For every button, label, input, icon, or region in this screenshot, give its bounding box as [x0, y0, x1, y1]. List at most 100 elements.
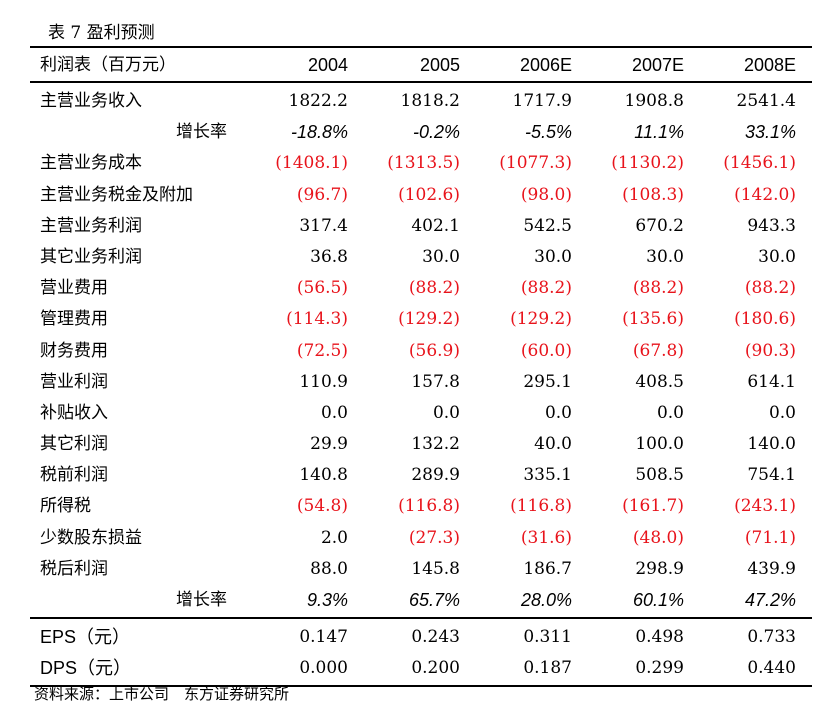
- row-label: EPS（元）: [40, 627, 131, 648]
- value-cell: (88.2): [744, 278, 796, 299]
- table-row: 财务费用 (72.5) (56.9) (60.0) (67.8) (90.3): [30, 336, 812, 367]
- value-cell: 754.1: [747, 465, 796, 486]
- row-label: 财务费用: [40, 340, 108, 361]
- row-label: 主营业务收入: [40, 91, 142, 111]
- value-cell: 298.9: [635, 558, 684, 579]
- value-cell: 0.0: [320, 402, 348, 423]
- value-cell: (129.2): [398, 309, 460, 330]
- table-row: 补贴收入 0.0 0.0 0.0 0.0 0.0: [30, 398, 812, 429]
- value-cell: (48.0): [632, 527, 684, 548]
- table-row: 主营业务利润 317.4 402.1 542.5 670.2 943.3: [30, 211, 812, 242]
- value-cell: 0.147: [299, 627, 348, 648]
- value-cell: 439.9: [747, 558, 796, 579]
- row-label: 其它业务利润: [40, 246, 142, 267]
- value-cell: (96.7): [296, 184, 348, 205]
- row-label: 其它利润: [40, 434, 108, 455]
- row-label: 增长率: [176, 122, 227, 143]
- value-cell: 542.5: [523, 215, 572, 236]
- value-cell: 100.0: [635, 434, 684, 455]
- header-rule: [30, 81, 812, 86]
- value-cell: 0.311: [523, 627, 572, 648]
- value-cell: 132.2: [411, 434, 460, 455]
- table-row: 税后利润 88.0 145.8 186.7 298.9 439.9: [30, 554, 812, 585]
- value-cell: (114.3): [286, 309, 348, 330]
- value-cell: 2.0: [320, 527, 348, 548]
- row-label: 主营业务利润: [40, 215, 142, 236]
- value-cell: 0.0: [544, 402, 572, 423]
- value-cell: -0.2%: [412, 122, 460, 143]
- value-cell: (161.7): [622, 496, 684, 517]
- table-row: 税前利润 140.8 289.9 335.1 508.5 754.1: [30, 460, 812, 491]
- value-cell: 0.0: [432, 402, 460, 423]
- value-cell: 145.8: [411, 558, 460, 579]
- value-cell: 30.0: [646, 246, 684, 267]
- value-cell: 40.0: [534, 434, 572, 455]
- value-cell: (116.8): [398, 496, 460, 517]
- table-row: 主营业务收入 1822.2 1818.2 1717.9 1908.8 2541.4: [30, 86, 812, 117]
- value-cell: 335.1: [523, 465, 572, 486]
- table-body: 主营业务收入 1822.2 1818.2 1717.9 1908.8 2541.4 增长率 -…: [30, 86, 812, 616]
- value-cell: 88.0: [310, 558, 348, 579]
- header-label: 利润表（百万元）: [40, 55, 176, 75]
- value-cell: -18.8%: [290, 122, 348, 143]
- value-cell: 0.0: [656, 402, 684, 423]
- table-row: 其它业务利润 36.8 30.0 30.0 30.0 30.0: [30, 242, 812, 273]
- row-label: 税后利润: [40, 558, 108, 579]
- value-cell: 140.8: [299, 465, 348, 486]
- row-label: 所得税: [40, 496, 91, 517]
- value-cell: 2541.4: [736, 91, 796, 111]
- value-cell: (102.6): [398, 184, 460, 205]
- row-label: 主营业务成本: [40, 153, 142, 174]
- value-cell: (71.1): [744, 527, 796, 548]
- value-cell: 157.8: [411, 371, 460, 392]
- value-cell: (72.5): [296, 340, 348, 361]
- year-header: 2006E: [519, 55, 572, 75]
- table-row: EPS（元） 0.147 0.243 0.311 0.498 0.733: [30, 622, 812, 653]
- value-cell: 28.0%: [520, 590, 572, 610]
- value-cell: 65.7%: [408, 590, 460, 610]
- value-cell: (60.0): [520, 340, 572, 361]
- row-label: 少数股东损益: [40, 527, 142, 548]
- value-cell: (27.3): [408, 527, 460, 548]
- value-cell: 186.7: [523, 558, 572, 579]
- value-cell: 614.1: [747, 371, 796, 392]
- row-label: 增长率: [176, 590, 227, 610]
- table-row: 管理费用 (114.3) (129.2) (129.2) (135.6) (180.6): [30, 304, 812, 335]
- value-cell: 0.733: [747, 627, 796, 648]
- bottom-rule: [30, 684, 812, 687]
- value-cell: 9.3%: [306, 590, 348, 610]
- value-cell: (56.9): [408, 340, 460, 361]
- value-cell: (116.8): [510, 496, 572, 517]
- value-cell: (243.1): [734, 496, 796, 517]
- source-note: 资料来源：上市公司 东方证券研究所: [34, 685, 290, 703]
- value-cell: 0.000: [299, 658, 348, 679]
- value-cell: 289.9: [411, 465, 460, 486]
- value-cell: 402.1: [411, 215, 460, 236]
- eps-rule: [30, 617, 812, 622]
- table-row: 营业利润 110.9 157.8 295.1 408.5 614.1: [30, 367, 812, 398]
- value-cell: (1077.3): [499, 153, 572, 174]
- per-share-section: EPS（元） 0.147 0.243 0.311 0.498 0.733 DPS（元） 0.0…: [30, 622, 812, 684]
- value-cell: (90.3): [744, 340, 796, 361]
- value-cell: -5.5%: [524, 122, 572, 143]
- value-cell: 30.0: [422, 246, 460, 267]
- row-label: 管理费用: [40, 309, 108, 330]
- row-label: 营业利润: [40, 371, 108, 392]
- row-label: 补贴收入: [40, 402, 108, 423]
- growth-row: 增长率 -18.8% -0.2% -5.5% 11.1% 33.1%: [30, 117, 812, 148]
- value-cell: (31.6): [520, 527, 572, 548]
- value-cell: 33.1%: [744, 122, 796, 143]
- table-row: 所得税 (54.8) (116.8) (116.8) (161.7) (243.1): [30, 491, 812, 522]
- value-cell: (88.2): [520, 278, 572, 299]
- value-cell: 1822.2: [288, 91, 348, 111]
- value-cell: 408.5: [635, 371, 684, 392]
- top-rule: [30, 46, 812, 48]
- value-cell: 0.498: [635, 627, 684, 648]
- value-cell: (129.2): [510, 309, 572, 330]
- value-cell: 11.1%: [634, 122, 684, 143]
- value-cell: 36.8: [310, 246, 348, 267]
- row-label: DPS（元）: [40, 658, 132, 679]
- value-cell: 508.5: [635, 465, 684, 486]
- value-cell: (1456.1): [723, 153, 796, 174]
- table-row: 主营业务税金及附加 (96.7) (102.6) (98.0) (108.3) (142.…: [30, 180, 812, 211]
